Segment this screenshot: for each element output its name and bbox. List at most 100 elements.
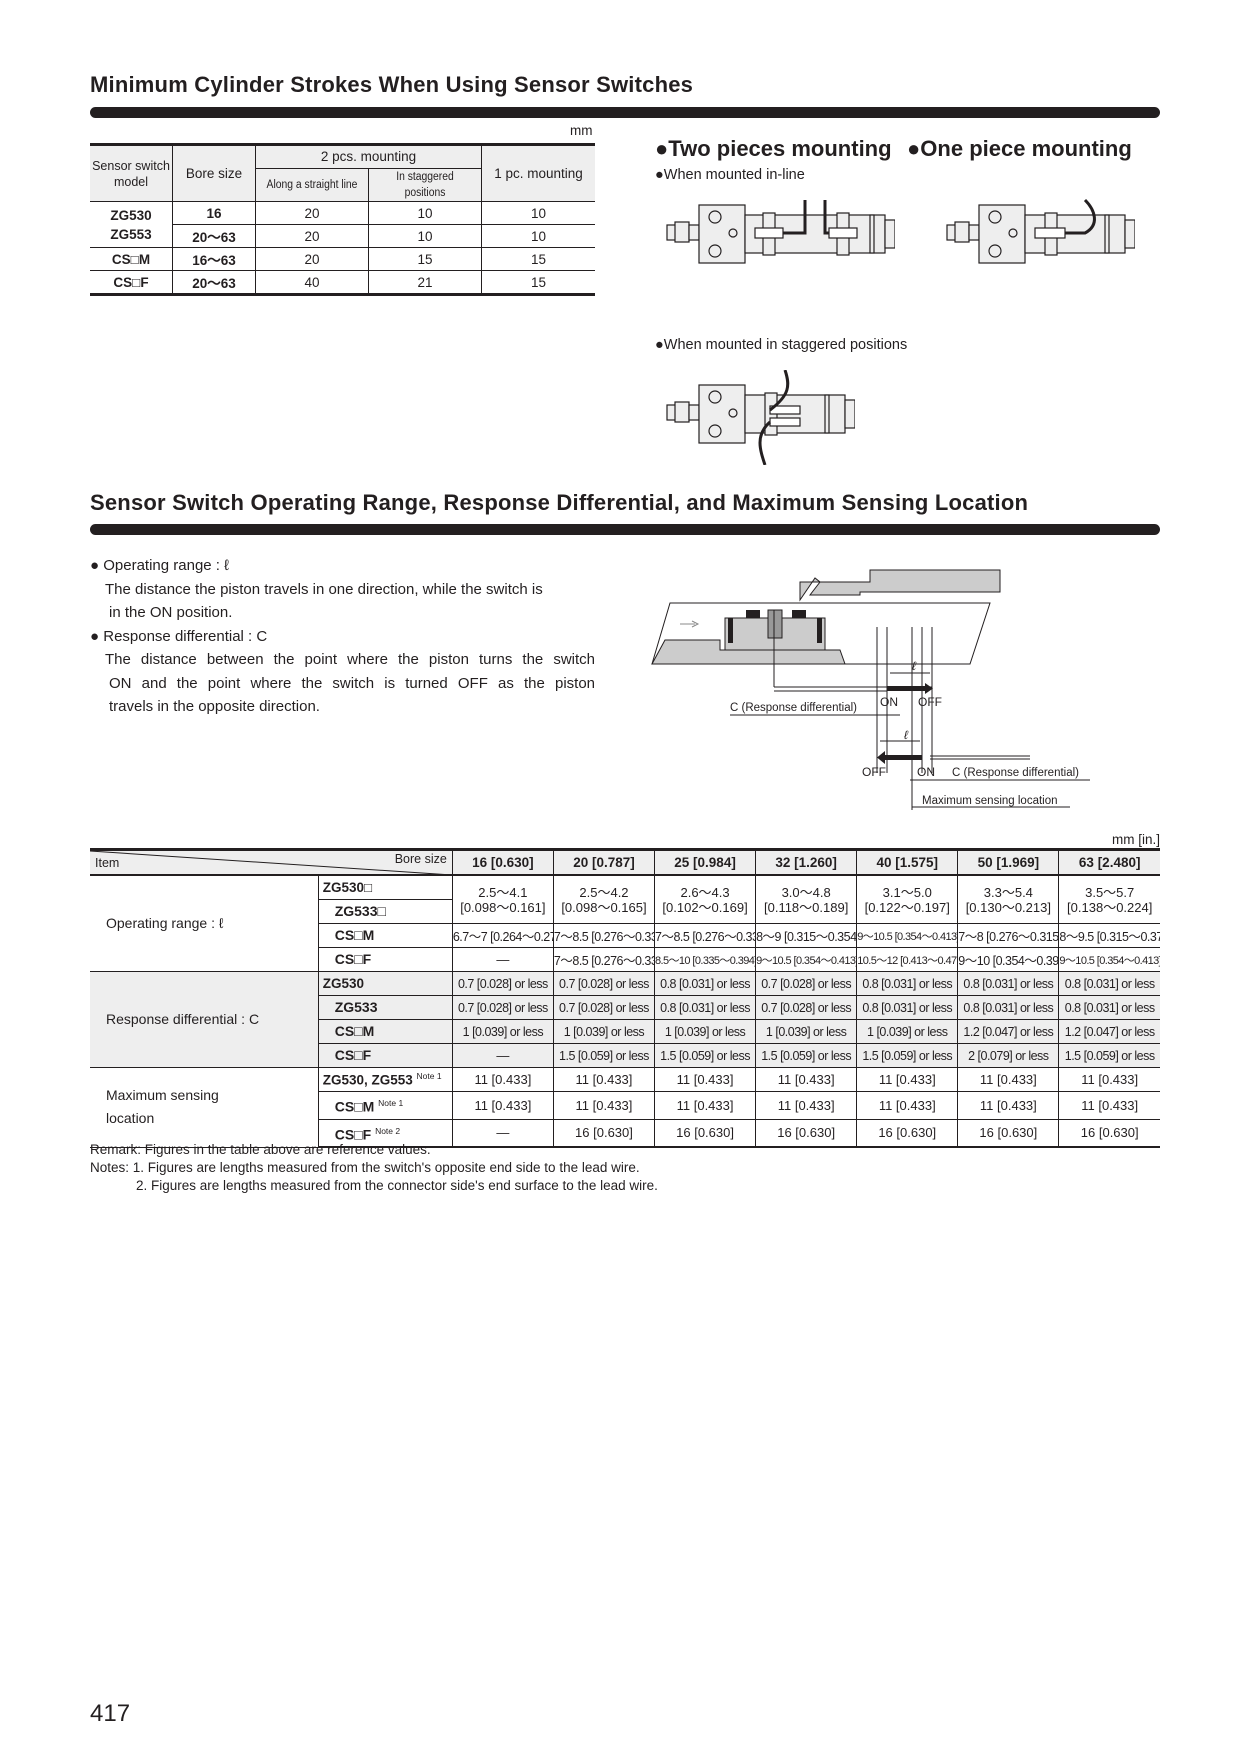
item-label: Operating range : ℓ	[106, 915, 224, 931]
item-label: Item	[95, 856, 120, 870]
section-title-operating-range: Sensor Switch Operating Range, Response …	[90, 490, 1029, 515]
bore-header: 63 [2.480]	[1058, 848, 1160, 876]
diagram-on-label: ON	[917, 765, 935, 779]
value-cell: 11 [0.433]	[755, 1067, 858, 1092]
definition-text: The distance between the point where the…	[105, 651, 595, 668]
header-staggered: In staggered positions	[396, 171, 454, 199]
value-cell: 7～8.5 [0.276～0.335]	[654, 923, 757, 948]
diagram-off-label: OFF	[918, 695, 942, 709]
diagram-off-label: OFF	[862, 765, 886, 779]
bore-header: 40 [1.575]	[856, 848, 959, 876]
bore-header: 20 [0.787]	[552, 848, 656, 876]
operating-range-diagram: ℓ ℓ ON OFF C (Response differential) OFF…	[651, 569, 1090, 810]
item-bore-header: Item Bore size	[90, 848, 453, 876]
bore-header: 16 [0.630]	[451, 848, 554, 876]
value-cell: 11 [0.433]	[856, 1067, 959, 1092]
value-cell: 20	[255, 201, 369, 225]
table-row: CS□M Note 1 11 [0.433] 11 [0.433] 11 [0.433…	[90, 1091, 1160, 1120]
value-cell: 0.8 [0.031] or less	[1058, 995, 1160, 1020]
value-cell: 8.5～10 [0.335～0.394]	[654, 947, 757, 972]
value-cell: 0.8 [0.031] or less	[654, 995, 757, 1020]
section-divider	[90, 107, 1160, 118]
value-cell: 16 [0.630]	[755, 1118, 858, 1149]
definition-text: ON and the point where the switch is tur…	[109, 674, 595, 692]
definition-term: ● Response differential : C	[90, 627, 268, 645]
value-cell: —	[451, 947, 554, 972]
bore-cell: 20～63	[172, 270, 256, 296]
one-piece-heading: ●One piece mounting	[907, 136, 1132, 161]
table-row: CS□F 20～63 40 21 15	[90, 270, 595, 296]
value-cell: 0.7 [0.028] or less	[552, 971, 656, 996]
item-label: Response differential : C	[106, 1011, 260, 1027]
header-two-pcs: 2 pcs. mounting	[255, 143, 482, 169]
value-cell: 8～9.5 [0.315～0.374]	[1058, 923, 1160, 948]
value-cell: 9～10.5 [0.354～0.413]	[856, 923, 959, 948]
value-cell: 10	[368, 201, 482, 225]
section-title-min-strokes: Minimum Cylinder Strokes When Using Sens…	[90, 72, 694, 97]
remarks: Remark: Figures in the table above are r…	[90, 1141, 658, 1195]
bore-cell: 16～63	[172, 247, 256, 271]
unit-label: mm [in.]	[1111, 832, 1160, 847]
value-cell: 16 [0.630]	[957, 1118, 1060, 1149]
value-cell: 11 [0.433]	[451, 1067, 554, 1092]
model-cell: CS□F	[90, 270, 173, 296]
item-label-cell: Maximum sensing location	[90, 1067, 319, 1148]
value-cell: 11 [0.433]	[451, 1091, 554, 1120]
value-cell: 8～9 [0.315～0.354]	[755, 923, 858, 948]
table-header-row: Item Bore size 16 [0.630] 20 [0.787] 25 …	[90, 848, 1160, 876]
item-label: Maximum sensing	[106, 1087, 219, 1104]
value-cell: 0.8 [0.031] or less	[957, 995, 1060, 1020]
bore-header: 25 [0.984]	[654, 848, 757, 876]
value-cell: 16 [0.630]	[552, 1118, 656, 1149]
value-cell: —	[451, 1043, 554, 1068]
section-divider	[90, 524, 1160, 535]
header-model: Sensor switch model	[90, 143, 173, 202]
model-cell: ZG533□	[318, 899, 453, 924]
model-cell: CS□M Note 1	[318, 1091, 453, 1120]
diagram-on-label: ON	[880, 695, 898, 709]
model-cell: CS□M	[90, 247, 173, 271]
table-row: ZG530 ZG553 16 20 10 10	[90, 201, 595, 248]
value-cell: 15	[368, 247, 482, 271]
table-row: CS□M 16～63 20 15 15	[90, 247, 595, 271]
value-cell: 11 [0.433]	[654, 1091, 757, 1120]
value-cell: 1.5 [0.059] or less	[654, 1043, 757, 1068]
table-row: Response differential : C ZG530 0.7 [0.028…	[90, 971, 1160, 1068]
value-cell: 1 [0.039] or less	[552, 1019, 656, 1044]
value-cell: 1 [0.039] or less	[654, 1019, 757, 1044]
value-cell: 0.8 [0.031] or less	[957, 971, 1060, 996]
value-cell: 2.6～4.3 [0.102～0.169]	[654, 874, 757, 924]
model-cell: ZG530 ZG553	[90, 201, 173, 248]
header-bore: Bore size	[172, 143, 256, 202]
value-cell: 11 [0.433]	[957, 1067, 1060, 1092]
value-cell: 3.5～5.7 [0.138～0.224]	[1058, 874, 1160, 924]
value-cell: —	[451, 1118, 554, 1149]
value-cell: 0.8 [0.031] or less	[654, 971, 757, 996]
model-cell: ZG533	[318, 995, 453, 1020]
model-cell: CS□F	[318, 947, 453, 972]
model-cell: ZG530, ZG553 Note 1	[317, 1067, 453, 1092]
value-cell: 15	[481, 247, 595, 271]
value-cell: 11 [0.433]	[654, 1067, 757, 1092]
model-cell: ZG530	[317, 971, 453, 996]
diagram-max-sensing-label: Maximum sensing location	[922, 795, 1058, 807]
note-ref: Note 2	[375, 1125, 401, 1136]
value-cell: 2.5～4.1 [0.098～0.161]	[451, 874, 554, 924]
value-cell: 0.8 [0.031] or less	[856, 995, 959, 1020]
value-cell: 3.3～5.4 [0.130～0.213]	[957, 874, 1060, 924]
bore-size-label: Bore size	[394, 852, 447, 866]
definition-term: ● Operating range : ℓ	[90, 557, 229, 574]
diagram-c-label: C (Response differential)	[730, 702, 857, 714]
value-cell: 1.5 [0.059] or less	[856, 1043, 959, 1068]
bore-cell: 20～63	[172, 224, 256, 248]
note-ref: Note 1	[378, 1098, 404, 1108]
unit-label: mm	[570, 123, 593, 138]
note-2: 2. Figures are lengths measured from the…	[136, 1178, 658, 1193]
min-strokes-table: Sensor switch model Bore size 2 pcs. mou…	[90, 143, 595, 296]
bullet-icon: ●	[655, 136, 669, 161]
bullet-icon: ●	[655, 167, 664, 183]
remark-text: Remark: Figures in the table above are r…	[90, 1142, 431, 1157]
note-ref: Note 1	[416, 1071, 442, 1082]
value-cell: 9～10.5 [0.354～0.413]	[1058, 947, 1160, 972]
